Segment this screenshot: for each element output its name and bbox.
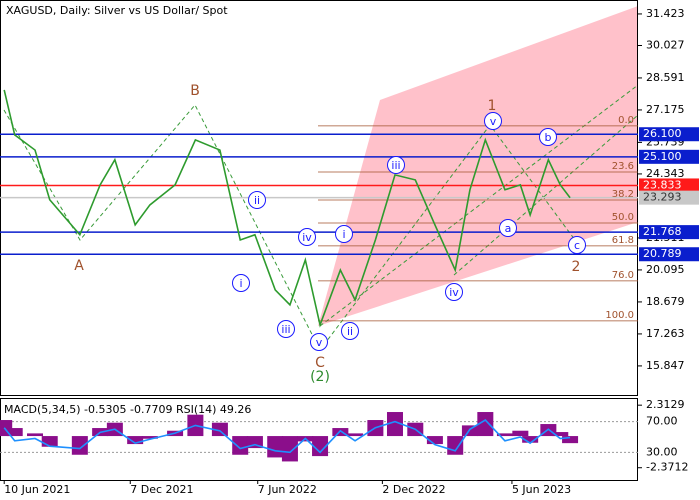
wave-circle [445, 283, 463, 301]
macd-bar [127, 436, 144, 445]
wave-label: v [316, 336, 323, 349]
level-box [639, 178, 699, 193]
wave-label: 2 [572, 259, 581, 275]
level-label: 23.833 [643, 178, 682, 191]
y-tick-label: 28.591 [646, 71, 685, 84]
level-label: 25.100 [643, 150, 682, 163]
wave-label: (2) [310, 369, 330, 385]
wave-lines [3, 84, 639, 351]
wave-circle [341, 322, 359, 340]
fib-label: 23.6 [612, 161, 634, 172]
macd-bar [41, 436, 58, 447]
rsi-tick-label: 30.00 [646, 445, 678, 458]
y-tick-label: 27.175 [646, 103, 685, 116]
wave-label: iii [281, 323, 290, 336]
macd-bar [447, 436, 464, 455]
level-box [639, 127, 699, 142]
x-tick-label: 2 Dec 2022 [382, 483, 445, 496]
wave-circle [277, 320, 295, 338]
y-tick-label: 24.343 [646, 167, 685, 180]
y-tick-label: 20.095 [646, 263, 685, 276]
wave-label: ii [254, 194, 260, 207]
fib-label: 0.0 [618, 115, 634, 126]
wave-circle [298, 228, 316, 246]
macd-bar [477, 412, 494, 437]
x-tick-label: 7 Jun 2022 [258, 483, 317, 496]
chart-title: XAGUSD, Daily: Silver vs US Dollar/ Spot [6, 4, 228, 17]
wave-circle [568, 236, 586, 254]
macd-bar [332, 428, 349, 437]
wave-circle [335, 225, 353, 243]
level-box [639, 149, 699, 164]
macd-bar [141, 436, 158, 439]
wave-label: iii [391, 159, 400, 172]
rsi-line [3, 419, 571, 454]
level-box [639, 190, 699, 205]
macd-bar [71, 436, 88, 455]
wave-label: C [315, 355, 325, 371]
fib-label: 100.0 [605, 310, 634, 321]
fib-label: 61.8 [612, 235, 634, 246]
macd-tick-label: -2.3712 [646, 461, 688, 474]
wave-label: iv [302, 231, 312, 244]
wave-label: c [574, 239, 580, 252]
y-tick-label: 30.027 [646, 38, 685, 51]
rsi-tick-label: 70.00 [646, 415, 678, 428]
macd-bar [386, 412, 403, 437]
level-box [639, 225, 699, 240]
macd-bar [496, 433, 513, 437]
wave-circle [499, 219, 517, 237]
level-label: 26.100 [643, 127, 682, 140]
macd-bar [552, 432, 569, 437]
macd-bar [512, 430, 529, 437]
wave-circle [248, 191, 266, 209]
indicator-title: MACD(5,34,5) -0.5305 -0.7709 RSI(14) 49.… [4, 403, 251, 416]
macd-bar [347, 433, 364, 437]
wave-label: 1 [488, 98, 497, 114]
wave-circle [539, 128, 557, 146]
wave-label: b [545, 131, 552, 144]
macd-tick-label: 2.3129 [646, 398, 685, 411]
y-tick-label: 15.847 [646, 359, 685, 372]
wave-label: ii [347, 325, 353, 338]
y-tick-label: 17.263 [646, 327, 685, 340]
macd-bar [27, 433, 44, 437]
price-line [3, 89, 571, 328]
fib-label: 76.0 [612, 270, 634, 281]
y-tick-label: 31.423 [646, 7, 685, 20]
fib-label: 38.2 [612, 189, 634, 200]
x-tick-label: 10 Jun 2021 [4, 483, 70, 496]
x-tick-label: 7 Dec 2021 [130, 483, 193, 496]
macd-bar [6, 428, 23, 437]
macd-bar [522, 436, 539, 443]
macd-bar [232, 436, 249, 455]
wave-label: a [505, 222, 512, 235]
wave-circle [232, 274, 250, 292]
macd-bar [312, 436, 329, 457]
level-label: 23.293 [643, 191, 682, 204]
macd-bar [461, 425, 478, 437]
level-label: 20.789 [643, 247, 682, 260]
macd-bar [562, 436, 579, 444]
macd-bar [426, 436, 443, 445]
level-label: 21.768 [643, 225, 682, 238]
macd-bar [267, 436, 284, 458]
macd-bar [281, 436, 298, 462]
y-tick-label: 18.679 [646, 295, 685, 308]
wave-label: v [490, 115, 497, 128]
x-tick-label: 5 Jun 2023 [512, 483, 571, 496]
wave-label: i [342, 228, 345, 241]
wave-label: B [190, 83, 200, 99]
wave-label: i [239, 277, 242, 290]
wave-circle [310, 333, 328, 351]
wave-circle [387, 156, 405, 174]
fib-label: 50.0 [612, 212, 634, 223]
level-box [639, 247, 699, 262]
indicator-frame [0, 398, 638, 481]
wave-label: A [74, 258, 84, 274]
wave-label: iv [449, 286, 459, 299]
macd-bar [211, 422, 228, 437]
wave-circle [484, 112, 502, 130]
